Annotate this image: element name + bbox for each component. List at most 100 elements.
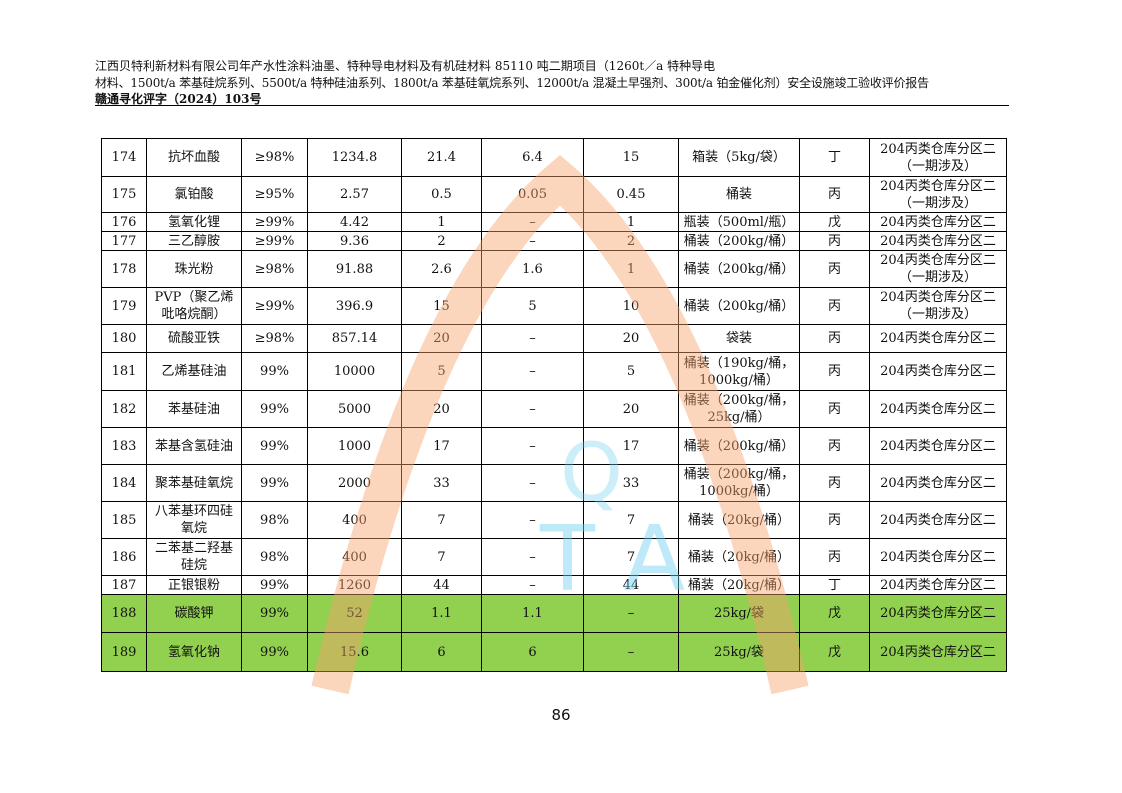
table-cell: 三乙醇胺	[146, 231, 242, 251]
table-cell: 182	[101, 390, 147, 428]
table-cell: 178	[101, 250, 147, 288]
table-cell: 二苯基二羟基硅烷	[146, 538, 242, 576]
header-rule	[95, 105, 1009, 106]
table-cell: 99%	[241, 575, 308, 595]
table-cell: 204丙类仓库分区二	[869, 501, 1007, 539]
table-cell: –	[583, 594, 679, 633]
table-cell: 6	[481, 632, 584, 672]
table-cell: 20	[583, 324, 679, 353]
table-cell: 桶装（20kg/桶）	[678, 575, 800, 595]
table-row: 185 八苯基环四硅氧烷 98% 400 7–7 桶装（20kg/桶）丙 204丙类仓库分区…	[101, 501, 1007, 539]
header-line-2: 材料、1500t/a 苯基硅烷系列、5500t/a 特种硅油系列、1800t/a…	[95, 76, 929, 90]
table-cell: 7	[401, 501, 482, 539]
table-cell: –	[481, 538, 584, 576]
table-cell: 44	[401, 575, 482, 595]
table-cell: 204丙类仓库分区二（一期涉及）	[869, 138, 1007, 177]
table-row: 176 氢氧化锂 ≥99% 4.42 1–1 瓶装（500ml/瓶）戊 204丙类仓库分区二	[101, 212, 1007, 232]
table-cell: 15	[583, 138, 679, 177]
table-cell: 瓶装（500ml/瓶）	[678, 212, 800, 232]
table-cell: 25kg/袋	[678, 632, 800, 672]
table-cell: 碳酸钾	[146, 594, 242, 633]
table-cell: 17	[583, 427, 679, 465]
table-cell: 硫酸亚铁	[146, 324, 242, 353]
table-cell: 400	[307, 501, 402, 539]
table-cell: 5000	[307, 390, 402, 428]
table-cell: 丁	[799, 138, 870, 177]
table-cell: 99%	[241, 427, 308, 465]
table-cell: 丙	[799, 250, 870, 288]
table-cell: 5	[401, 352, 482, 391]
table-row: 180 硫酸亚铁 ≥98% 857.14 20–20 袋装丙 204丙类仓库分区二	[101, 324, 1007, 353]
table-cell: 戊	[799, 594, 870, 633]
table-cell: –	[481, 212, 584, 232]
table-cell: 桶装（190kg/桶，1000kg/桶）	[678, 352, 800, 391]
table-row: 179 PVP（聚乙烯吡咯烷酮） ≥99% 396.9 15 5 10 桶装（200kg/桶）…	[101, 287, 1007, 325]
table-cell: 204丙类仓库分区二	[869, 464, 1007, 502]
table-cell: 857.14	[307, 324, 402, 353]
table-cell: 1	[583, 212, 679, 232]
table-cell: 204丙类仓库分区二（一期涉及）	[869, 250, 1007, 288]
table-row: 177 三乙醇胺 ≥99% 9.36 2–2 桶装（200kg/桶）丙 204丙类仓库分区二	[101, 231, 1007, 251]
table-cell: –	[481, 575, 584, 595]
header-line-1: 江西贝特利新材料有限公司年产水性涂料油墨、特种导电材料及有机硅材料 85110 …	[95, 59, 716, 73]
table-cell: 桶装（20kg/桶）	[678, 538, 800, 576]
table-cell: 175	[101, 176, 147, 213]
table-cell: 98%	[241, 501, 308, 539]
materials-table: 174 抗坏血酸 ≥98% 1234.8 21.4 6.4 15 箱装（5kg/袋）丁 204丙…	[101, 138, 1007, 672]
table-row: 183 苯基含氢硅油 99% 1000 17–17 桶装（200kg/桶）丙 204丙类仓库…	[101, 427, 1007, 465]
table-cell: 氯铂酸	[146, 176, 242, 213]
table-cell: 丙	[799, 287, 870, 325]
table-cell: 抗坏血酸	[146, 138, 242, 177]
table-cell: –	[481, 352, 584, 391]
table-cell: 2	[401, 231, 482, 251]
table-cell: PVP（聚乙烯吡咯烷酮）	[146, 287, 242, 325]
table-cell: 5	[583, 352, 679, 391]
table-row: 174 抗坏血酸 ≥98% 1234.8 21.4 6.4 15 箱装（5kg/袋）丁 204丙…	[101, 138, 1007, 177]
table-cell: 1	[583, 250, 679, 288]
table-cell: 44	[583, 575, 679, 595]
table-cell: 33	[401, 464, 482, 502]
table-cell: 丙	[799, 352, 870, 391]
table-cell: 10	[583, 287, 679, 325]
table-cell: 174	[101, 138, 147, 177]
table-cell: 桶装（200kg/桶，1000kg/桶）	[678, 464, 800, 502]
table-cell: 99%	[241, 594, 308, 633]
table-cell: ≥98%	[241, 250, 308, 288]
table-cell: 2000	[307, 464, 402, 502]
table-cell: 400	[307, 538, 402, 576]
table-cell: 7	[583, 538, 679, 576]
table-cell: 204丙类仓库分区二	[869, 575, 1007, 595]
table-cell: 99%	[241, 390, 308, 428]
table-cell: 98%	[241, 538, 308, 576]
table-cell: 箱装（5kg/袋）	[678, 138, 800, 177]
table-cell: 2.57	[307, 176, 402, 213]
table-cell: 丙	[799, 231, 870, 251]
table-cell: 4.42	[307, 212, 402, 232]
table-cell: –	[481, 427, 584, 465]
table-cell: 187	[101, 575, 147, 595]
table-cell: 1000	[307, 427, 402, 465]
table-cell: 181	[101, 352, 147, 391]
table-cell: 15	[401, 287, 482, 325]
table-cell: –	[481, 390, 584, 428]
table-row: 175 氯铂酸 ≥95% 2.57 0.5 0.05 0.45 桶装丙 204丙类仓库分区二（一…	[101, 176, 1007, 213]
table-cell: 苯基含氢硅油	[146, 427, 242, 465]
table-cell: 桶装（200kg/桶）	[678, 231, 800, 251]
table-cell: 20	[583, 390, 679, 428]
table-cell: 戊	[799, 212, 870, 232]
table-cell: 204丙类仓库分区二	[869, 427, 1007, 465]
table-cell: 204丙类仓库分区二（一期涉及）	[869, 287, 1007, 325]
table-row: 189 氢氧化钠 99% 15.6 6 6–25kg/袋戊 204丙类仓库分区二	[101, 632, 1007, 672]
table-cell: 丙	[799, 390, 870, 428]
table-cell: 33	[583, 464, 679, 502]
table-row: 178 珠光粉 ≥98% 91.88 2.6 1.6 1 桶装（200kg/桶）丙 204丙类仓…	[101, 250, 1007, 288]
table-cell: 丙	[799, 538, 870, 576]
table-cell: 1.1	[401, 594, 482, 633]
table-cell: 183	[101, 427, 147, 465]
table-cell: ≥99%	[241, 212, 308, 232]
table-cell: 204丙类仓库分区二（一期涉及）	[869, 176, 1007, 213]
table-cell: 0.5	[401, 176, 482, 213]
table-cell: 189	[101, 632, 147, 672]
table-cell: 15.6	[307, 632, 402, 672]
